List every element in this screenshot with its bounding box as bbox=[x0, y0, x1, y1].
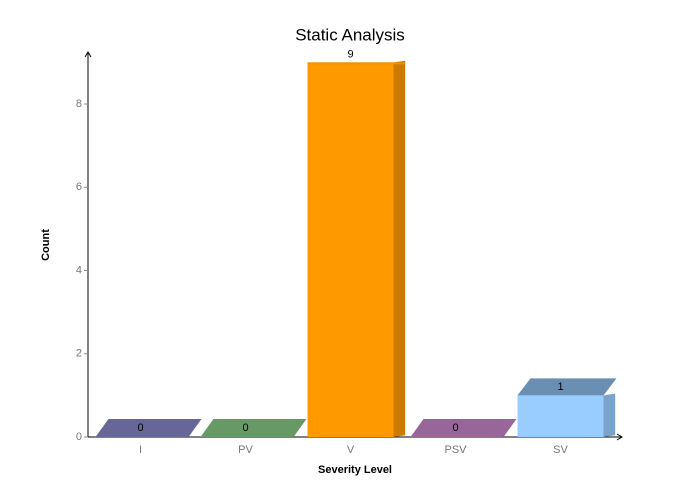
x-tick-label: V bbox=[347, 444, 355, 456]
value-label: 0 bbox=[137, 422, 143, 434]
bar bbox=[410, 419, 517, 437]
y-tick-label: 0 bbox=[76, 431, 82, 443]
x-tick-label: PV bbox=[238, 444, 253, 456]
bar-front bbox=[517, 395, 604, 437]
bar-top bbox=[410, 419, 517, 437]
bar bbox=[200, 419, 307, 437]
y-tick-label: 2 bbox=[76, 348, 82, 360]
bar bbox=[517, 378, 617, 437]
bar bbox=[307, 60, 406, 438]
value-label: 1 bbox=[557, 381, 563, 393]
bar-top bbox=[95, 419, 202, 437]
x-tick-label: PSV bbox=[444, 444, 467, 456]
bar-side bbox=[603, 393, 616, 437]
y-axis-label: Count bbox=[40, 229, 52, 261]
y-tick-label: 8 bbox=[76, 98, 82, 110]
value-label: 0 bbox=[242, 422, 248, 434]
bar-side bbox=[393, 60, 406, 437]
bar-top bbox=[200, 419, 307, 437]
value-label: 9 bbox=[347, 48, 353, 60]
x-axis-arrow bbox=[616, 433, 623, 441]
x-axis-label: Severity Level bbox=[318, 464, 392, 476]
x-tick-label: I bbox=[139, 444, 142, 456]
y-tick-label: 6 bbox=[76, 181, 82, 193]
x-tick-label: SV bbox=[553, 444, 568, 456]
bar-front bbox=[307, 62, 394, 438]
bar bbox=[95, 419, 202, 437]
value-label: 0 bbox=[452, 422, 458, 434]
y-axis-arrow bbox=[84, 51, 92, 58]
bar-top bbox=[307, 62, 406, 65]
bar-top bbox=[517, 378, 617, 396]
y-tick-label: 4 bbox=[76, 264, 82, 276]
chart-title: Static Analysis bbox=[295, 25, 405, 44]
